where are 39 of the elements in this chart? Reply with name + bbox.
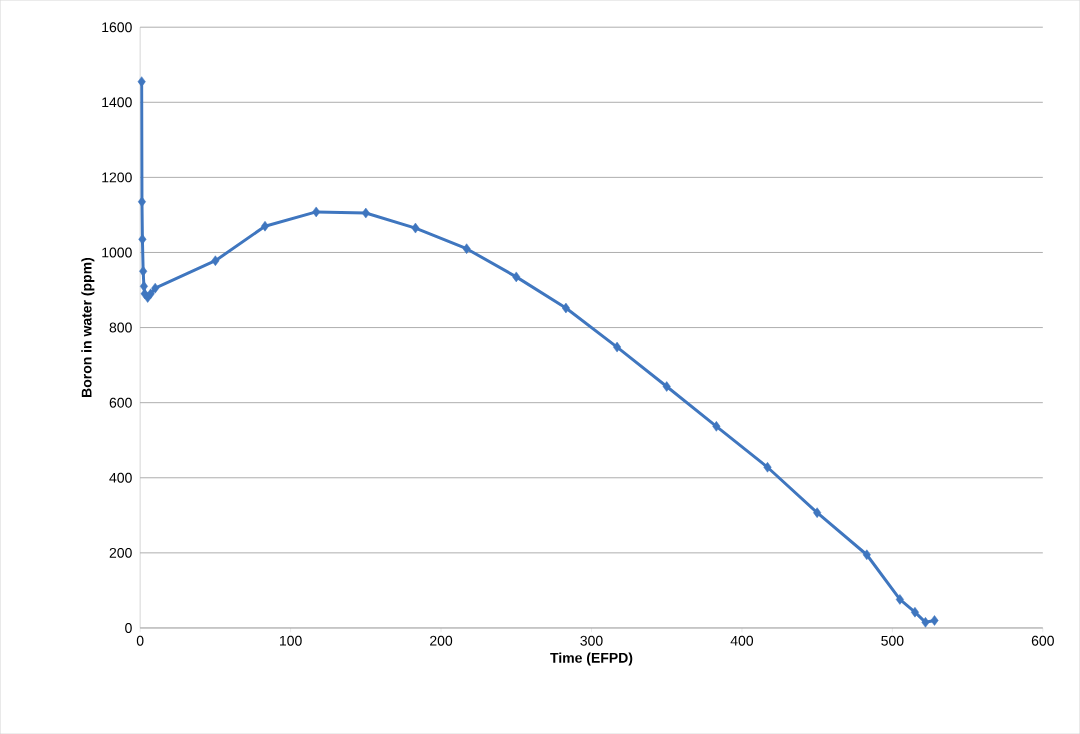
y-tick-label: 400: [109, 472, 132, 483]
point: [910, 606, 919, 618]
y-tick-label: 800: [109, 322, 132, 333]
point: [895, 594, 904, 605]
point: [763, 461, 772, 473]
point: [512, 271, 521, 283]
point: [921, 617, 930, 628]
point: [662, 381, 671, 392]
y-tick-label: 200: [109, 547, 132, 558]
x-tick-label: 0: [136, 635, 144, 646]
y-tick-label: 1200: [102, 172, 132, 183]
point: [137, 76, 146, 87]
y-tick-label: 1600: [102, 22, 132, 33]
point: [712, 421, 721, 432]
x-axis-title: Time (EFPD): [550, 652, 633, 666]
y-tick-label: 0: [125, 622, 132, 633]
point: [361, 207, 370, 219]
y-tick-label: 1000: [102, 247, 132, 258]
x-tick-label: 500: [881, 635, 904, 646]
y-axis-title: Boron in water (ppm): [81, 257, 95, 397]
point: [211, 255, 220, 266]
point: [613, 341, 622, 353]
point: [261, 220, 270, 232]
y-tick-label: 600: [109, 397, 132, 408]
point: [813, 507, 822, 518]
x-tick-label: 200: [430, 635, 453, 646]
x-tick-label: 100: [279, 635, 302, 646]
point: [411, 222, 420, 234]
y-tick-label: 1400: [102, 97, 132, 108]
point: [146, 288, 155, 299]
point: [462, 243, 471, 254]
point: [561, 302, 570, 314]
point: [930, 615, 939, 626]
x-tick-label: 300: [580, 635, 603, 646]
point: [312, 206, 321, 218]
x-tick-label: 400: [730, 635, 754, 646]
point: [862, 549, 871, 560]
x-tick-label: 600: [1031, 635, 1054, 646]
point: [151, 282, 160, 294]
